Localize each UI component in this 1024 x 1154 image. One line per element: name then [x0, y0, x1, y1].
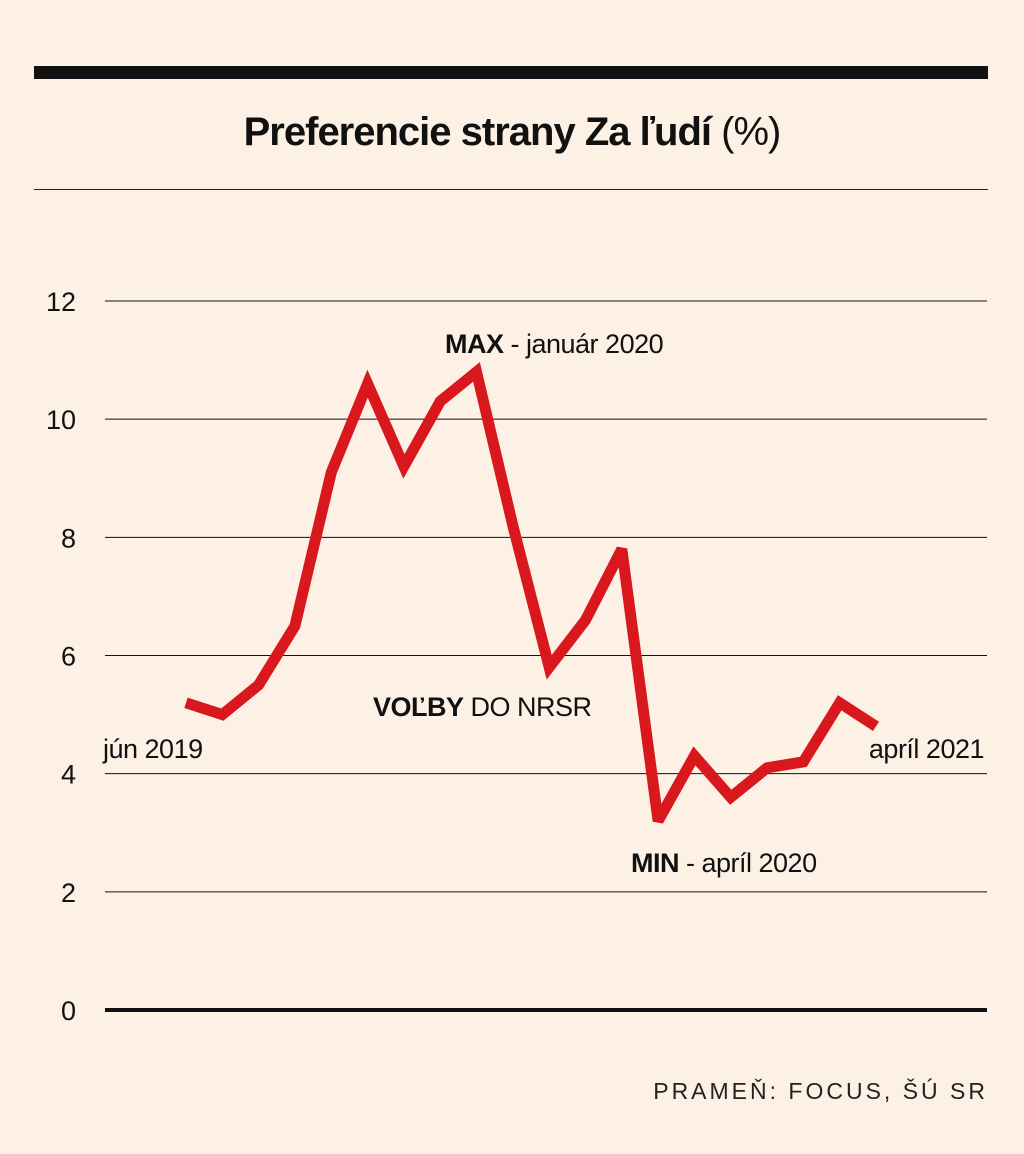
- source-note: PRAMEŇ: FOCUS, ŠÚ SR: [653, 1078, 988, 1104]
- annotation-elections-bold: VOĽBY: [373, 692, 464, 722]
- annotation-max-bold: MAX: [445, 329, 504, 359]
- annotation-start: jún 2019: [102, 734, 203, 764]
- y-tick-label-4: 4: [61, 760, 76, 790]
- title-divider: [34, 189, 988, 190]
- y-tick-label-8: 8: [61, 523, 76, 553]
- chart-title-text: Preferencie strany Za ľudí: [243, 110, 712, 154]
- annotation-max: MAX - január 2020: [445, 329, 663, 359]
- top-rule: [34, 66, 988, 79]
- annotation-elections: VOĽBY DO NRSR: [373, 692, 592, 722]
- chart-title: Preferencie strany Za ľudí (%): [0, 106, 1024, 158]
- annotation-end: apríl 2021: [869, 734, 984, 764]
- y-tick-label-10: 10: [46, 405, 76, 435]
- annotation-min-bold: MIN: [631, 848, 679, 878]
- annotation-elections-rest: DO NRSR: [464, 692, 592, 722]
- annotation-max-rest: - január 2020: [504, 329, 664, 359]
- annotation-min: MIN - apríl 2020: [631, 848, 817, 878]
- y-tick-label-2: 2: [61, 878, 76, 908]
- y-tick-label-6: 6: [61, 642, 76, 672]
- annotation-min-rest: - apríl 2020: [679, 848, 817, 878]
- y-tick-label-12: 12: [46, 287, 76, 317]
- chart-title-unit: (%): [721, 110, 781, 154]
- series-line-0: [184, 362, 879, 824]
- y-tick-label-0: 0: [61, 996, 76, 1026]
